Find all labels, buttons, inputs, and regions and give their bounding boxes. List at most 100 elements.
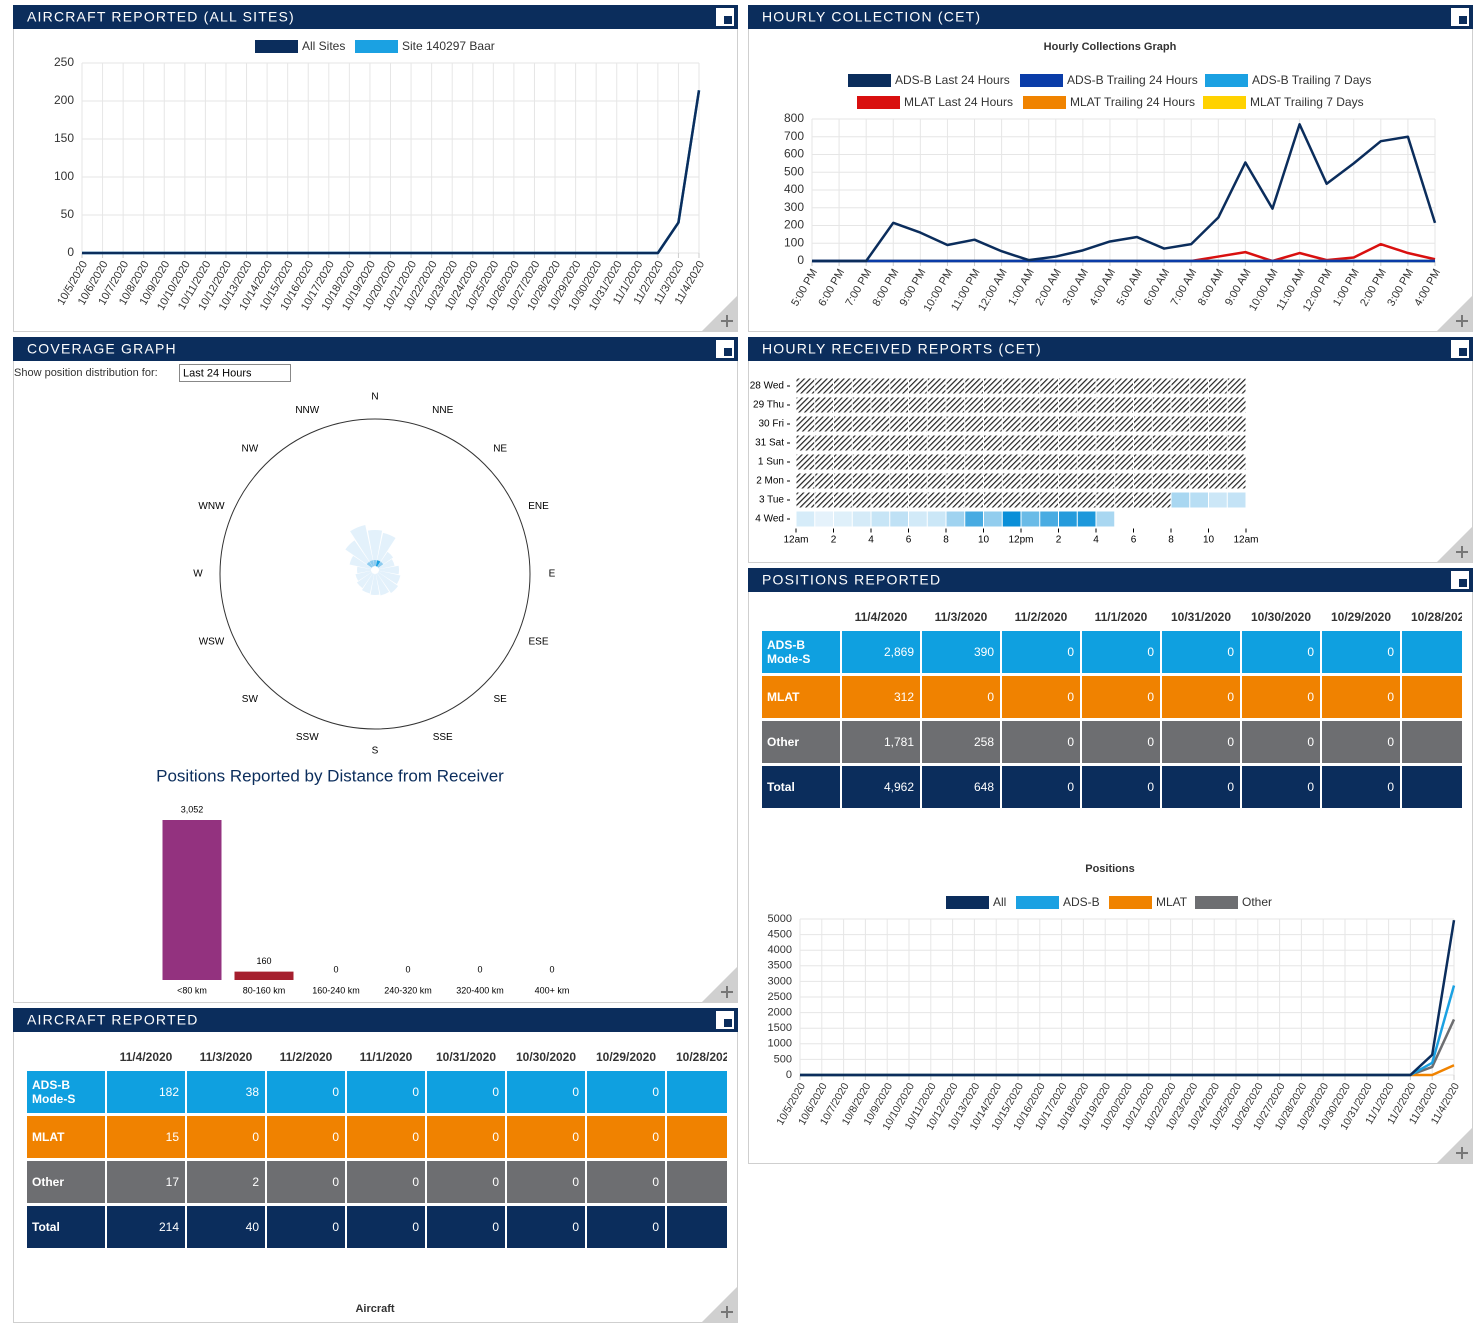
column-header: 11/2/2020: [279, 1050, 333, 1064]
heat-cell: [834, 397, 852, 413]
row-label: 29 Thu: [753, 400, 784, 411]
resize-corner[interactable]: [1437, 1128, 1472, 1163]
resize-corner[interactable]: [702, 967, 737, 1002]
direction-label: NNE: [432, 405, 453, 416]
heat-cell: [984, 511, 1002, 527]
x-tick-label: 320-400 km: [456, 985, 504, 995]
heat-cell: [1040, 378, 1058, 394]
legend-label[interactable]: ADS-B: [1063, 895, 1100, 909]
legend-swatch[interactable]: [1016, 896, 1059, 909]
legend-swatch[interactable]: [1020, 74, 1063, 87]
heat-cell: [1021, 397, 1040, 413]
row-label: MLAT: [762, 676, 840, 718]
y-tick-label: 200: [54, 93, 74, 107]
direction-label: SE: [493, 694, 507, 705]
legend-label[interactable]: MLAT Trailing 7 Days: [1250, 95, 1364, 109]
heat-cell: [946, 378, 965, 394]
heat-cell: [890, 511, 908, 527]
resize-corner[interactable]: [702, 1287, 737, 1322]
table-cell: 0: [1082, 721, 1160, 763]
y-tick-label: 100: [54, 169, 74, 183]
legend-swatch[interactable]: [1205, 74, 1248, 87]
table-cell: [667, 1161, 727, 1203]
row-label: Total: [762, 766, 840, 808]
coverage-petal-inner: [373, 560, 377, 567]
period-select[interactable]: [179, 364, 291, 382]
heat-cell: [965, 454, 983, 470]
direction-label: NW: [242, 443, 259, 454]
resize-corner[interactable]: [1437, 527, 1472, 562]
heat-cell: [1152, 397, 1171, 413]
legend-label[interactable]: MLAT Trailing 24 Hours: [1070, 95, 1195, 109]
table-cell: 0: [1322, 631, 1400, 673]
heat-cell: [1134, 473, 1152, 489]
series-line: [800, 919, 1456, 1077]
heat-cell: [1002, 416, 1021, 432]
heat-cell: [1077, 473, 1096, 489]
coverage-petal: [375, 573, 390, 596]
resize-icon: [721, 1306, 733, 1318]
expand-icon: [724, 16, 732, 24]
heat-cell: [1002, 397, 1021, 413]
y-tick-label: 400: [784, 182, 804, 196]
heat-cell: [852, 511, 871, 527]
table-cell: 182: [107, 1071, 185, 1113]
table-cell: 0: [427, 1206, 505, 1248]
table-cell: 0: [1002, 676, 1080, 718]
x-tick-label: 12am: [1233, 535, 1258, 546]
heat-cell: [1190, 435, 1208, 451]
direction-label: SW: [242, 694, 259, 705]
heat-cell: [1077, 397, 1096, 413]
legend-label[interactable]: MLAT: [1156, 895, 1188, 909]
table-cell: 0: [1242, 766, 1320, 808]
heat-cell: [1096, 473, 1115, 489]
legend-swatch[interactable]: [857, 96, 900, 109]
x-tick-label: 400+ km: [535, 985, 570, 995]
table-cell: 17: [107, 1161, 185, 1203]
legend-swatch[interactable]: [848, 74, 891, 87]
heat-cell: [984, 454, 1002, 470]
heat-cell: [1171, 397, 1190, 413]
column-header: 11/2/2020: [1014, 610, 1068, 624]
legend-swatch[interactable]: [1195, 896, 1238, 909]
x-tick-label: 240-320 km: [384, 985, 432, 995]
y-tick-label: 0: [797, 253, 804, 267]
legend-label[interactable]: MLAT Last 24 Hours: [904, 95, 1013, 109]
legend-swatch[interactable]: [355, 40, 398, 53]
legend-label[interactable]: Other: [1242, 895, 1272, 909]
table-cell: 0: [587, 1206, 665, 1248]
legend-swatch[interactable]: [946, 896, 989, 909]
heat-cell: [965, 511, 983, 527]
y-tick-label: 50: [61, 207, 75, 221]
heat-cell: [1152, 454, 1171, 470]
table-cell: 4,962: [842, 766, 920, 808]
legend-label[interactable]: All: [993, 895, 1006, 909]
row-label: Total: [27, 1206, 105, 1248]
legend-label[interactable]: ADS-B Trailing 24 Hours: [1067, 73, 1198, 87]
heat-cell: [1059, 492, 1077, 508]
column-header: 10/28/2020: [1410, 610, 1462, 624]
legend-label[interactable]: ADS-B Last 24 Hours: [895, 73, 1010, 87]
legend-swatch[interactable]: [1109, 896, 1152, 909]
legend-swatch[interactable]: [1023, 96, 1066, 109]
table-cell: 1,781: [842, 721, 920, 763]
legend-label[interactable]: ADS-B Trailing 7 Days: [1252, 73, 1371, 87]
legend-swatch[interactable]: [1203, 96, 1246, 109]
period-select-value[interactable]: Last 24 Hours: [183, 367, 252, 379]
resize-corner[interactable]: [702, 296, 737, 331]
y-tick-label: 4000: [768, 944, 792, 956]
legend-label[interactable]: Site 140297 Baar: [402, 39, 495, 53]
resize-corner[interactable]: [1437, 296, 1472, 331]
y-tick-label: 3500: [768, 960, 792, 972]
coverage-petal-inner: [366, 561, 373, 568]
heat-cell: [815, 473, 833, 489]
legend-label[interactable]: All Sites: [302, 39, 345, 53]
heat-cell: [927, 473, 946, 489]
header-row: 11/4/2020 11/3/2020 11/2/2020 11/1/2020 10/3…: [762, 606, 1462, 628]
heat-cell: [946, 511, 965, 527]
legend-swatch[interactable]: [255, 40, 298, 53]
heat-cell: [1227, 473, 1246, 489]
heat-cell: [1096, 454, 1115, 470]
coverage-prompt: Show position distribution for:: [14, 367, 158, 379]
heat-cell: [1059, 511, 1077, 527]
